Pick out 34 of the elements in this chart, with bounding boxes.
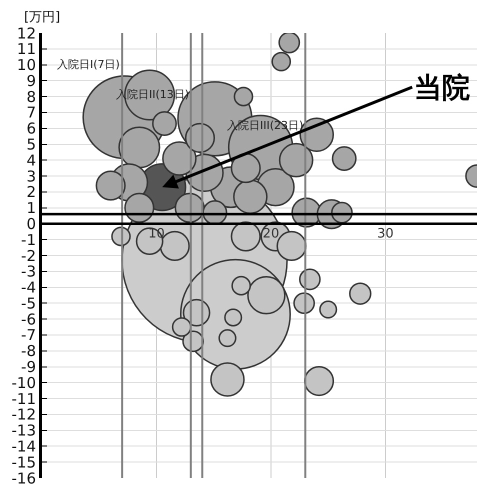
y-tick-label: -6 <box>21 310 36 328</box>
y-tick-label: -10 <box>12 374 36 392</box>
y-tick-label: 9 <box>26 72 36 90</box>
y-tick-label: -14 <box>12 437 36 456</box>
y-tick-label: -11 <box>12 390 36 408</box>
y-tick-label: 12 <box>16 24 36 42</box>
y-tick-label: 8 <box>26 88 36 106</box>
y-tick-label: 6 <box>26 120 36 138</box>
y-tick-label: 10 <box>16 56 36 74</box>
y-tick-label: -5 <box>21 294 36 312</box>
y-tick-label: 3 <box>26 167 36 186</box>
y-tick-label: 4 <box>26 151 36 170</box>
y-tick-label: -13 <box>12 422 36 440</box>
y-tick-label: 0 <box>26 214 36 233</box>
y-tick-label: 1 <box>26 199 36 218</box>
y-tick-label: 5 <box>26 136 36 154</box>
y-tick-label: -12 <box>12 406 36 424</box>
y-tick-label: -2 <box>21 246 36 265</box>
y-tick-label: -1 <box>21 230 36 249</box>
y-tick-label: 11 <box>16 40 36 58</box>
y-tick-label: -3 <box>21 262 36 281</box>
annotation: 当院 <box>414 71 470 104</box>
y-tick-label: -15 <box>12 453 36 472</box>
y-tick-label: -16 <box>12 469 36 488</box>
y-tick-label: -7 <box>21 326 36 344</box>
y-tick-label: 7 <box>26 104 36 122</box>
y-tick-label: 2 <box>26 183 36 202</box>
x-tick-label: 20 <box>262 226 280 242</box>
x-tick-label: 30 <box>377 226 394 242</box>
y-tick-label: -9 <box>21 358 36 376</box>
y-tick-label: -4 <box>21 278 36 297</box>
ref-line-label: 入院日I(7日) <box>57 58 120 71</box>
y-axis-title: [万円] <box>24 10 60 25</box>
y-tick-label: -8 <box>21 342 36 360</box>
